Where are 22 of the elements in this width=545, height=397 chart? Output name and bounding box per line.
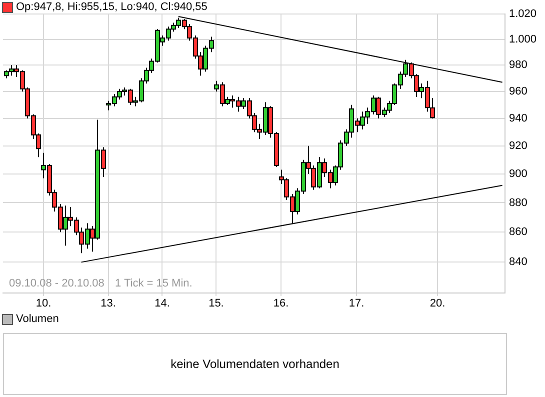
- x-tick-label: 10.: [36, 298, 52, 310]
- x-tick-label: 16.: [273, 298, 289, 310]
- x-tick-label: 17.: [348, 298, 364, 310]
- x-tick-label: 13.: [100, 298, 116, 310]
- y-tick-label: 980: [509, 59, 528, 72]
- x-tick-label: 20.: [430, 298, 446, 310]
- x-tick-label: 14.: [154, 298, 170, 310]
- y-tick-label: 960: [509, 86, 528, 98]
- y-tick-label: 920: [509, 140, 528, 152]
- text: Volumen: [16, 313, 59, 325]
- y-tick-label: 860: [509, 226, 528, 238]
- annotation: 1 Tick = 15 Min.: [115, 278, 192, 290]
- x-tick-label: 15.: [208, 298, 224, 310]
- y-tick-label: 900: [509, 168, 528, 180]
- y-tick-label: 840: [509, 256, 528, 268]
- y-tick-label: 880: [509, 196, 528, 209]
- text: Op:947,8, Hi:955,15, Lo:940, Cl:940,55: [16, 1, 208, 13]
- annotation: 09.10.08 - 20.10.08: [9, 278, 104, 290]
- y-tick-label: 940: [509, 112, 528, 124]
- text: keine Volumendaten vorhanden: [3, 333, 507, 395]
- y-tick-label: 1.000: [509, 33, 537, 46]
- y-tick-label: 1.020: [509, 8, 537, 20]
